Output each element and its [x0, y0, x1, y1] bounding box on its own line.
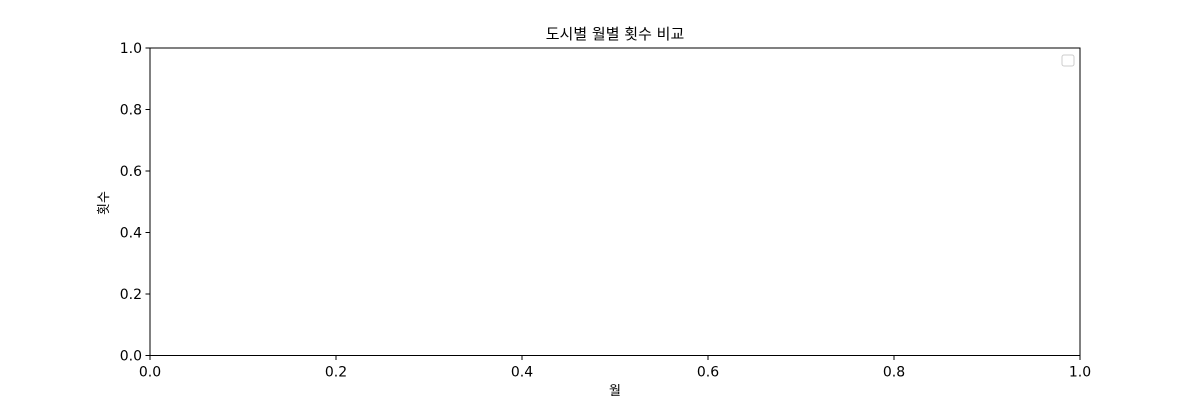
x-axis-ticks: 0.0 0.2 0.4 0.6 0.8 1.0: [139, 355, 1091, 381]
legend: [1061, 54, 1075, 67]
x-tick-label: 0.4: [511, 365, 533, 381]
y-tick-label: 0.4: [120, 226, 142, 242]
y-tick-label: 0.0: [120, 349, 142, 365]
y-tick-label: 0.8: [120, 103, 142, 119]
x-tick-label: 0.6: [697, 365, 719, 381]
plot-area: [149, 47, 1081, 356]
x-axis-label: 월: [609, 384, 621, 399]
y-axis-label: 횟수: [97, 191, 112, 215]
y-axis-ticks: 0.0 0.2 0.4 0.6 0.8 1.0: [120, 41, 150, 365]
x-tick-label: 0.8: [883, 365, 905, 381]
x-tick-label: 0.0: [139, 365, 161, 381]
legend-box: [1061, 54, 1075, 67]
y-tick-label: 1.0: [120, 41, 142, 57]
y-tick-label: 0.2: [120, 287, 142, 303]
x-tick-label: 1.0: [1069, 365, 1091, 381]
chart-title: 도시별 월별 횟수 비교: [546, 25, 685, 43]
x-tick-label: 0.2: [325, 365, 347, 381]
y-tick-label: 0.6: [120, 164, 142, 180]
